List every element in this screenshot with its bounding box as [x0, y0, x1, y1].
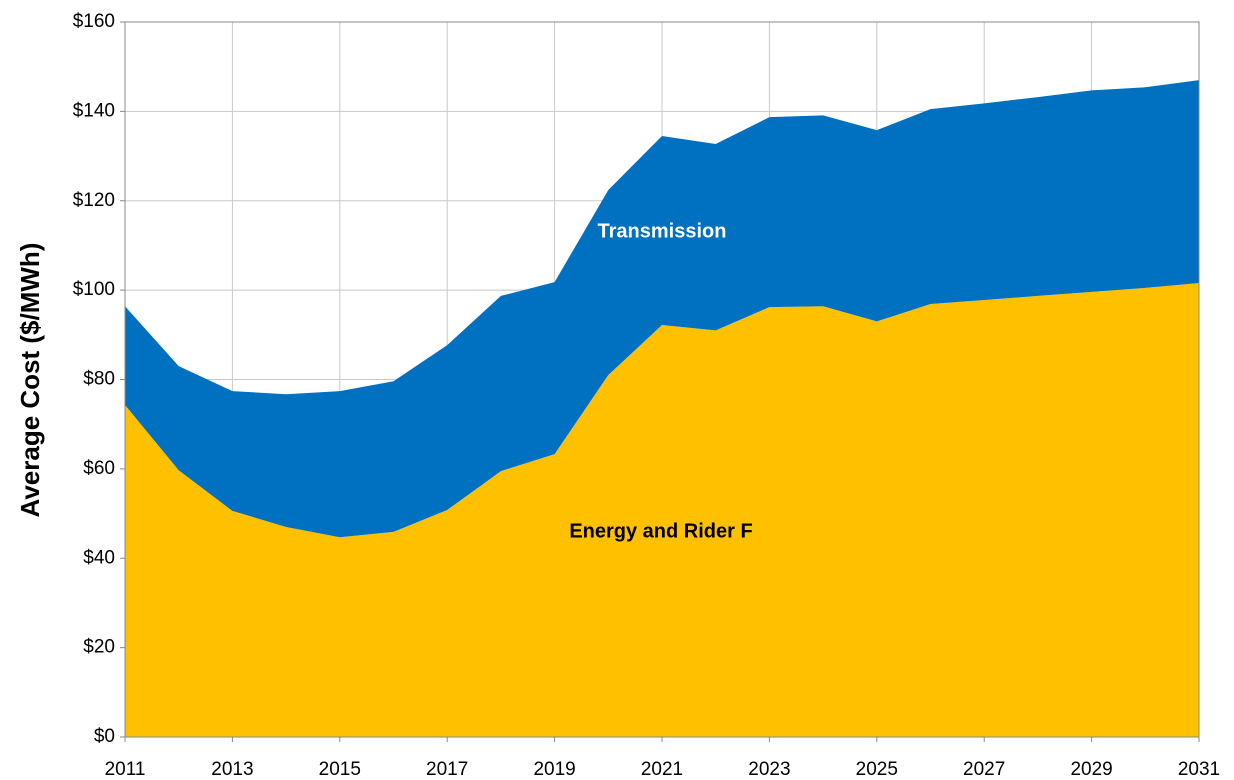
- y-tick-label: $0: [94, 726, 115, 747]
- series-label: Transmission: [598, 220, 727, 242]
- x-tick-label: 2029: [1070, 759, 1112, 780]
- x-tick-label: 2031: [1178, 759, 1220, 780]
- x-tick-label: 2027: [963, 759, 1005, 780]
- y-tick-label: $40: [83, 547, 115, 568]
- x-tick-label: 2015: [319, 759, 361, 780]
- x-tick-label: 2011: [105, 759, 146, 780]
- y-axis-label: Average Cost ($/MWh): [15, 243, 45, 518]
- x-tick-label: 2023: [748, 759, 790, 780]
- area: [125, 282, 1199, 737]
- x-tick-label: 2017: [426, 759, 468, 780]
- y-tick-label: $140: [73, 100, 115, 121]
- x-tick-label: 2021: [641, 759, 683, 780]
- x-tick-label: 2019: [533, 759, 575, 780]
- area: [125, 80, 1199, 538]
- x-tick-label: 2013: [211, 759, 253, 780]
- series-label: Energy and Rider F: [569, 520, 752, 542]
- x-tick-label: 2025: [856, 759, 898, 780]
- y-tick-label: $80: [83, 369, 115, 390]
- y-tick-label: $120: [73, 190, 115, 211]
- y-tick-label: $100: [73, 279, 115, 300]
- y-tick-label: $20: [83, 637, 115, 658]
- y-tick-label: $160: [73, 11, 115, 32]
- y-tick-label: $60: [83, 458, 115, 479]
